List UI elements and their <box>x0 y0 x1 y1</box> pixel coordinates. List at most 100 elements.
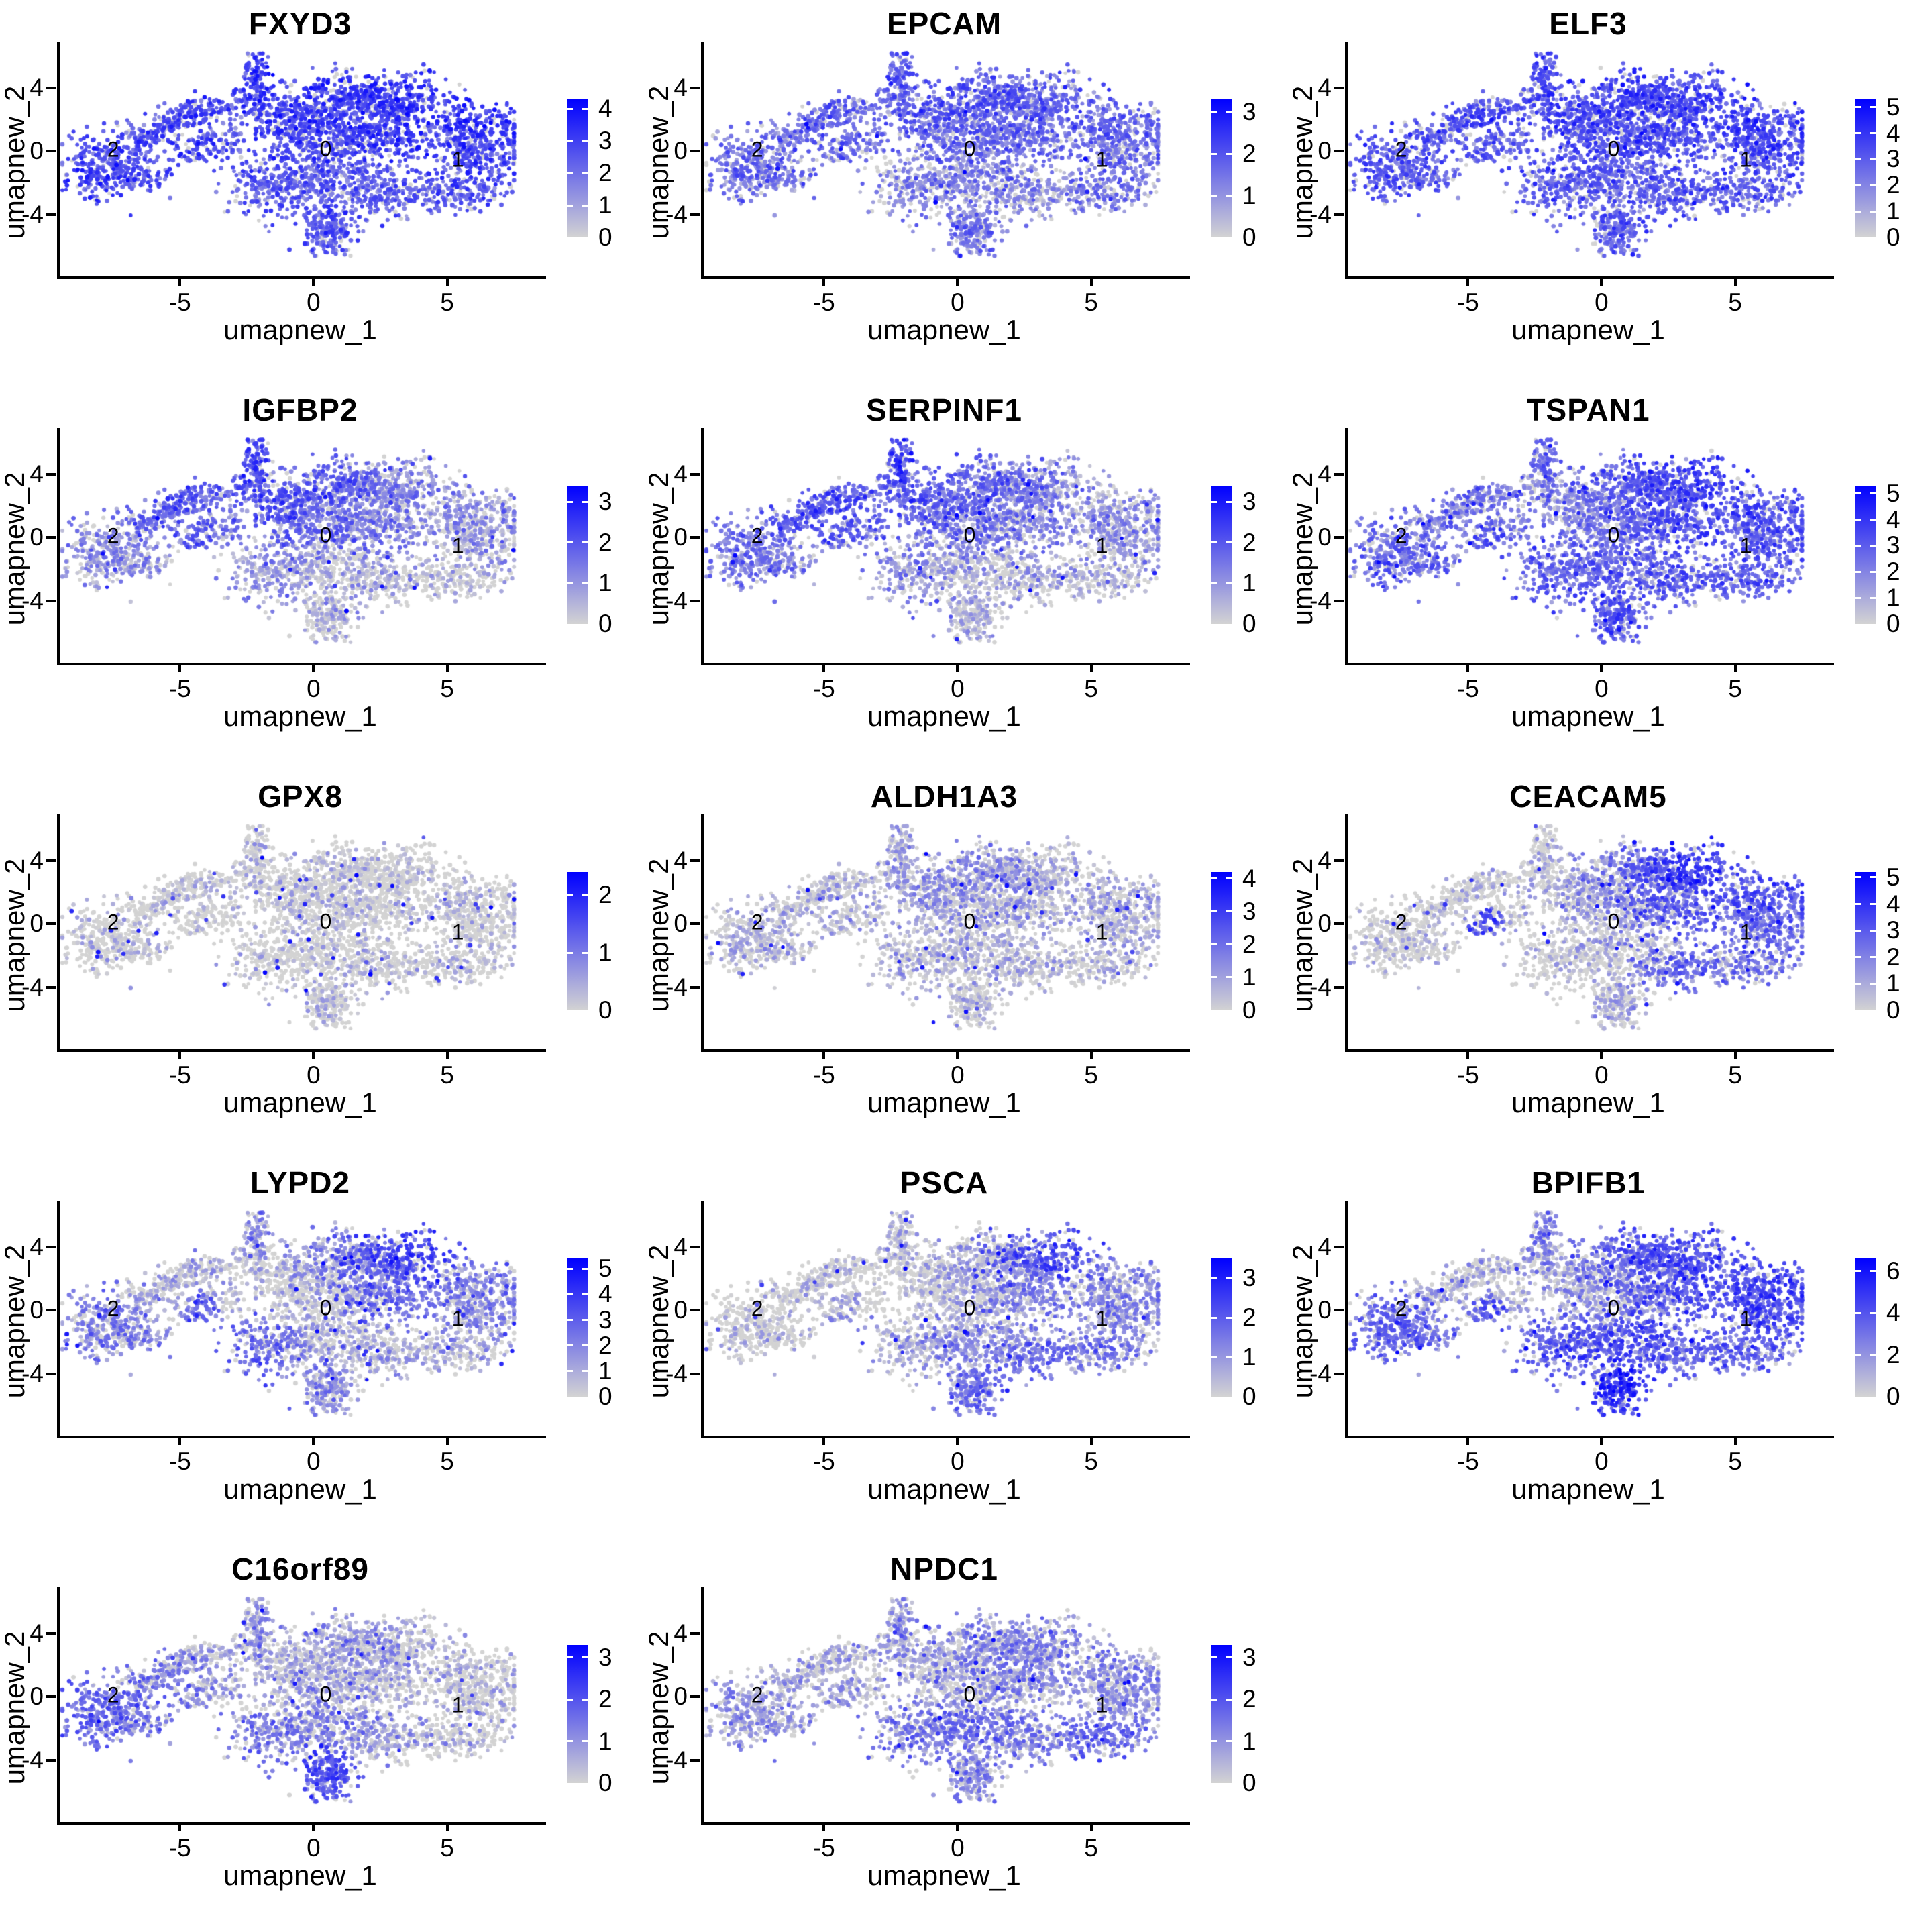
y-tick-label: -4 <box>1309 586 1332 614</box>
legend-tick-mark <box>1870 570 1876 573</box>
cluster-label: 1 <box>1739 533 1752 558</box>
legend-tick-mark <box>1211 1277 1217 1279</box>
legend-colorbar <box>1211 99 1232 237</box>
legend-tick-mark <box>1226 500 1232 503</box>
legend-tick-mark <box>1226 1356 1232 1358</box>
x-tick-label: 0 <box>951 1448 965 1475</box>
legend-tick-mark <box>1855 982 1861 985</box>
x-tick-mark <box>956 1822 959 1831</box>
x-tick-label: 0 <box>951 1834 965 1862</box>
legend-tick-mark <box>1226 1316 1232 1319</box>
legend-tick-mark <box>1870 106 1876 109</box>
legend-tick-mark <box>1855 596 1861 599</box>
legend-tick-mark <box>582 172 588 174</box>
x-axis-title: umapnew_1 <box>223 700 377 732</box>
legend-tick-mark <box>1855 903 1861 906</box>
legend-tick-mark <box>1211 1316 1217 1319</box>
legend-tick-label: 0 <box>598 223 612 251</box>
x-tick-label: 0 <box>1595 288 1609 316</box>
y-tick-mark <box>1334 150 1344 153</box>
x-tick-label: 5 <box>1084 1448 1098 1475</box>
legend-tick-label: 3 <box>1242 1643 1256 1671</box>
y-tick-mark <box>1334 1309 1344 1312</box>
legend-tick-mark <box>1211 943 1217 946</box>
x-tick-label: 5 <box>1728 1061 1742 1089</box>
y-tick-mark <box>690 1309 700 1312</box>
y-tick-label: 0 <box>1318 523 1332 551</box>
plot-area: 2 0 1 <box>701 1587 1190 1825</box>
x-axis-title: umapnew_1 <box>1511 1473 1665 1505</box>
x-tick-mark <box>1733 1436 1737 1445</box>
x-tick-mark <box>178 663 182 672</box>
legend-tick-mark <box>1855 210 1861 213</box>
cluster-label: 1 <box>451 533 464 558</box>
x-tick-label: 0 <box>1595 1061 1609 1089</box>
legend-tick-mark <box>567 1370 573 1373</box>
y-tick-mark <box>1334 922 1344 926</box>
plot-area: 2 0 1 <box>1345 1201 1834 1438</box>
legend-tick-label: 4 <box>1242 864 1256 892</box>
legend-tick-label: 3 <box>1886 531 1900 559</box>
plot-area: 2 0 1 <box>701 814 1190 1052</box>
panel-title: EPCAM <box>886 6 1002 41</box>
y-tick-mark <box>690 985 700 989</box>
legend-tick-mark <box>1870 929 1876 932</box>
cluster-label: 0 <box>1607 909 1620 934</box>
panel-title: LYPD2 <box>250 1165 351 1200</box>
legend-tick-mark <box>1870 1270 1876 1273</box>
y-tick-label: 4 <box>30 73 44 101</box>
y-tick-label: 4 <box>1318 1232 1332 1260</box>
y-tick-label: 0 <box>30 1296 44 1324</box>
legend-tick-label: 1 <box>1886 969 1900 998</box>
legend-colorbar <box>1211 1258 1232 1397</box>
legend-tick-mark <box>1870 544 1876 547</box>
legend-tick-label: 2 <box>1242 1685 1256 1713</box>
x-tick-mark <box>445 663 449 672</box>
y-tick-label: -4 <box>21 200 44 228</box>
x-tick-mark <box>822 276 826 286</box>
y-tick-mark <box>46 472 56 476</box>
cluster-label: 0 <box>1607 1295 1620 1320</box>
x-axis-title: umapnew_1 <box>867 1860 1021 1891</box>
legend-tick-label: 1 <box>598 1356 612 1385</box>
legend-tick-mark <box>1855 158 1861 160</box>
x-axis-title: umapnew_1 <box>867 1473 1021 1505</box>
legend-tick-label: 3 <box>598 1305 612 1334</box>
x-tick-label: -5 <box>168 1834 191 1862</box>
cluster-label: 2 <box>107 523 119 548</box>
x-tick-label: 0 <box>307 675 321 702</box>
legend-tick-mark <box>567 204 573 207</box>
legend-colorbar <box>1855 1258 1876 1397</box>
plot-area: 2 0 1 <box>701 428 1190 665</box>
x-tick-label: 0 <box>1595 675 1609 702</box>
legend-tick-label: 4 <box>1886 505 1900 533</box>
legend-tick-mark <box>582 1319 588 1322</box>
x-tick-mark <box>445 1049 449 1059</box>
y-tick-label: 0 <box>1318 1296 1332 1324</box>
cluster-label: 0 <box>963 1682 976 1707</box>
x-tick-mark <box>312 1822 315 1831</box>
y-tick-mark <box>46 1695 56 1699</box>
legend-tick-mark <box>1855 1311 1861 1314</box>
cluster-label: 2 <box>107 910 119 934</box>
legend-tick-mark <box>1855 544 1861 547</box>
umap-point-cloud <box>1348 42 1834 276</box>
cluster-label: 1 <box>1739 920 1752 945</box>
plot-area: 2 0 1 <box>701 42 1190 279</box>
legend-tick-label: 2 <box>598 159 612 187</box>
legend-tick-mark <box>567 951 573 954</box>
legend-tick-label: 3 <box>1242 1264 1256 1292</box>
panel-title: BPIFB1 <box>1531 1165 1646 1200</box>
x-tick-mark <box>1733 276 1737 286</box>
x-axis-title: umapnew_1 <box>223 1473 377 1505</box>
legend-tick-mark <box>1211 541 1217 544</box>
y-tick-label: -4 <box>665 586 688 614</box>
legend-tick-label: 4 <box>1886 1299 1900 1327</box>
cluster-label: 1 <box>1095 1693 1108 1717</box>
y-tick-mark <box>690 1758 700 1762</box>
legend-tick-label: 1 <box>1242 963 1256 991</box>
x-tick-label: 5 <box>1728 1448 1742 1475</box>
y-tick-mark <box>1334 985 1344 989</box>
x-tick-label: 5 <box>440 1448 454 1475</box>
